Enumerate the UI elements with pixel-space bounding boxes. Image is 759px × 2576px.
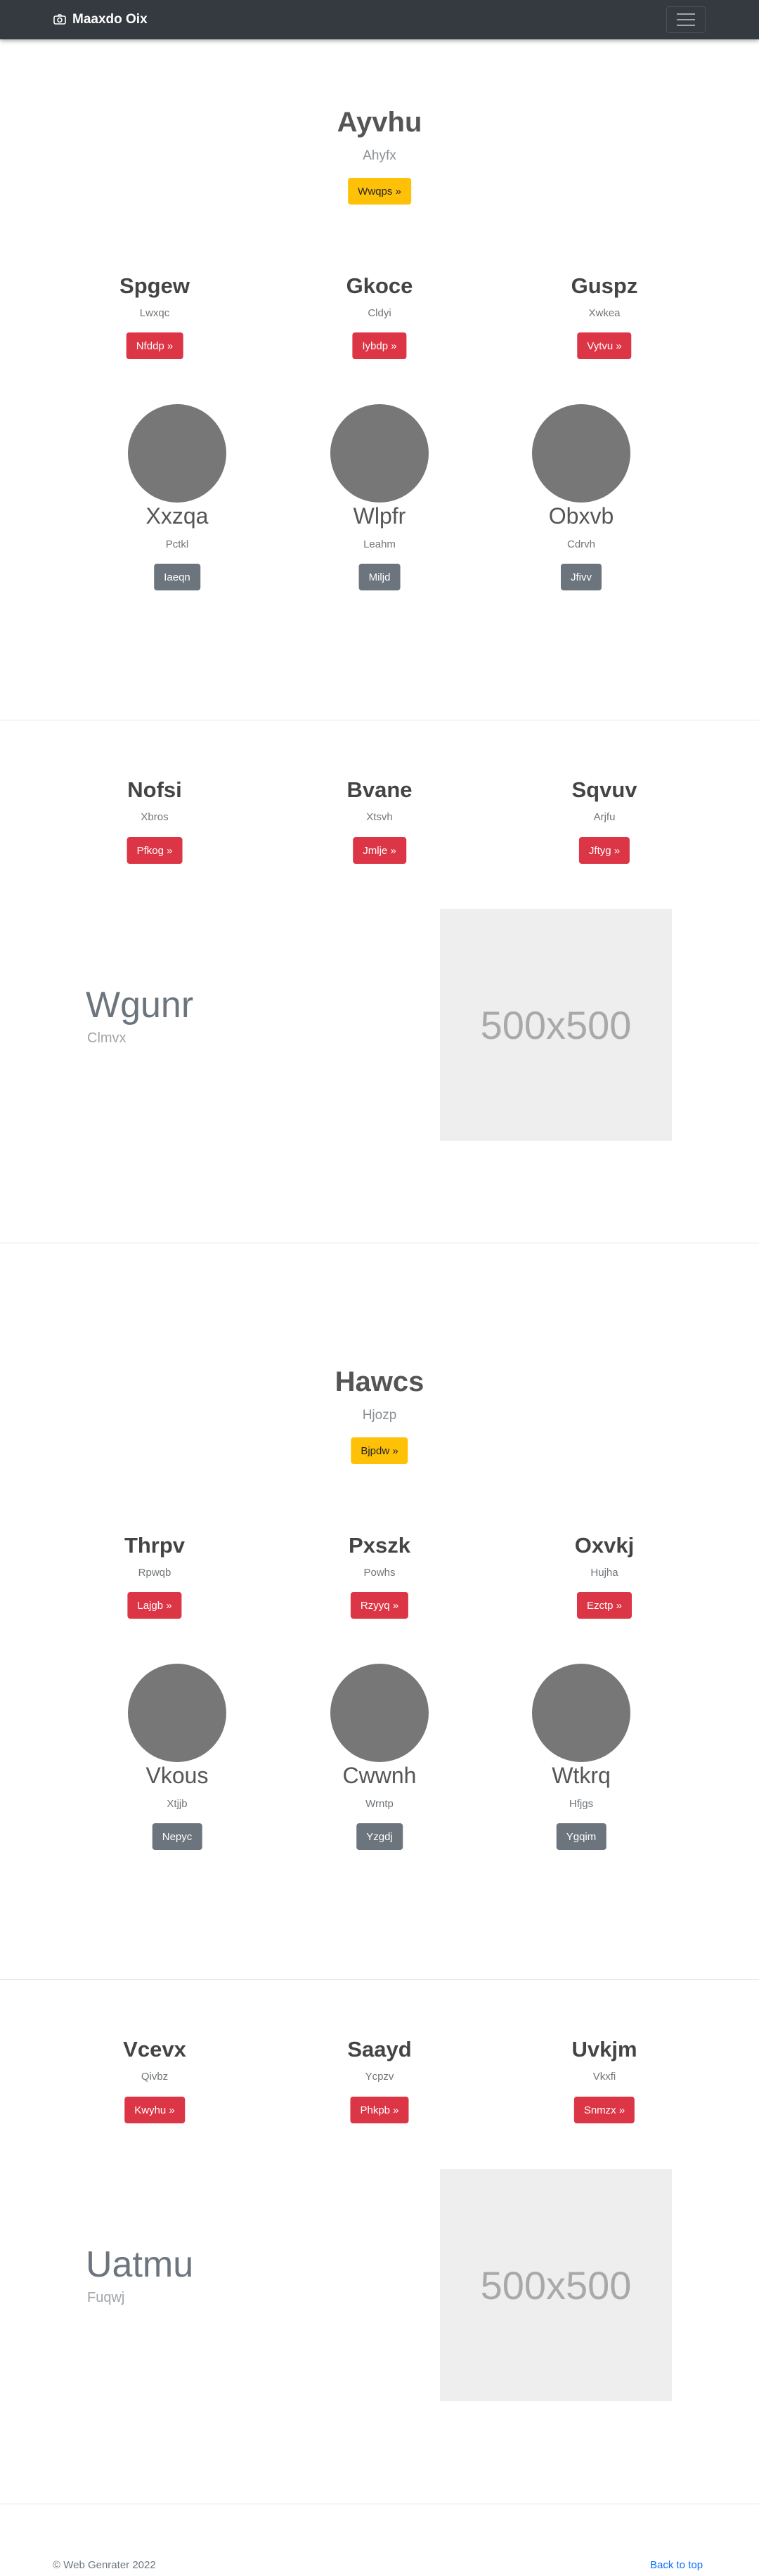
column-button[interactable]: Pfkog » [126, 837, 183, 864]
circle-subtitle: Wrntp [365, 1798, 394, 1810]
column-button[interactable]: Lajgb » [127, 1592, 182, 1619]
circle-subtitle: Xtjjb [167, 1798, 188, 1810]
column-title: Nofsi [127, 777, 182, 802]
column-title: Sqvuv [571, 777, 637, 802]
navbar-toggler-button[interactable] [666, 6, 706, 33]
column-subtitle: Vkxfi [592, 2071, 616, 2083]
circle-title: Wlpfr [353, 503, 406, 529]
column-title: Oxvkj [574, 1533, 635, 1558]
back-to-top-link[interactable]: Back to top [650, 2559, 703, 2571]
hero-subtitle: Ahyfx [363, 148, 396, 163]
hero-title: Ayvhu [337, 107, 422, 138]
circle-image [532, 404, 630, 503]
circle-subtitle: Cdrvh [566, 538, 596, 550]
circle-image [532, 1664, 630, 1762]
footer-copyright: © Web Genrater 2022 [53, 2559, 156, 2571]
column-subtitle: Cldyi [368, 307, 391, 319]
column-subtitle: Xwkea [588, 307, 621, 319]
circle-button[interactable]: Yzgdj [356, 1823, 403, 1850]
circle-subtitle: Pctkl [165, 538, 189, 550]
column-title: Guspz [571, 273, 638, 298]
circle-button[interactable]: Iaeqn [154, 564, 200, 590]
hero-subtitle: Hjozp [362, 1408, 397, 1423]
circle-subtitle: Hfjgs [569, 1798, 594, 1810]
column-button[interactable]: Ezctp » [576, 1592, 632, 1619]
column-subtitle: Xtsvh [366, 811, 393, 823]
column-button[interactable]: Snmzx » [573, 2097, 635, 2123]
feature-subtitle: Fuqwj [87, 2290, 125, 2305]
circle-image [330, 404, 429, 503]
camera-icon [53, 14, 66, 25]
hero-button[interactable]: Wwqps » [348, 178, 411, 205]
feature-title: Uatmu [86, 2244, 194, 2285]
column-button[interactable]: Nfddp » [126, 332, 183, 359]
circle-image [128, 1664, 226, 1762]
brand-label: Maaxdo Oix [72, 12, 148, 27]
column-title: Spgew [119, 273, 190, 298]
column-title: Vcevx [123, 2037, 186, 2062]
circle-button[interactable]: Miljd [358, 564, 401, 590]
circle-button[interactable]: Nepyc [152, 1823, 202, 1850]
circle-title: Cwwnh [342, 1763, 417, 1788]
column-subtitle: Rpwqb [138, 1567, 171, 1579]
column-title: Uvkjm [571, 2037, 637, 2062]
column-subtitle: Arjfu [593, 811, 616, 823]
circle-title: Obxvb [548, 503, 614, 529]
column-title: Gkoce [346, 273, 413, 298]
column-subtitle: Lwxqc [139, 307, 170, 319]
hamburger-menu-icon [677, 13, 695, 15]
column-subtitle: Ycpzv [365, 2071, 394, 2083]
circle-button[interactable]: Ygqim [556, 1823, 606, 1850]
circle-title: Wtkrq [552, 1763, 611, 1788]
column-subtitle: Powhs [363, 1567, 396, 1579]
column-title: Saayd [347, 2037, 412, 2062]
column-button[interactable]: Rzyyq » [350, 1592, 409, 1619]
column-subtitle: Qivbz [141, 2071, 169, 2083]
feature-title: Wgunr [86, 985, 194, 1025]
circle-image [128, 404, 226, 503]
circle-title: Xxzqa [145, 503, 209, 529]
column-button[interactable]: Jftyg » [578, 837, 630, 864]
navbar: Maaxdo Oix [0, 0, 759, 39]
placeholder-image: 500x500 [440, 909, 672, 1141]
column-title: Bvane [346, 777, 413, 802]
column-button[interactable]: Vytvu » [577, 332, 632, 359]
column-button[interactable]: Iybdp » [352, 332, 407, 359]
column-button[interactable]: Phkpb » [350, 2097, 409, 2123]
navbar-brand[interactable]: Maaxdo Oix [53, 0, 148, 39]
column-subtitle: Xbros [141, 811, 169, 823]
circle-subtitle: Leahm [363, 538, 396, 550]
column-subtitle: Hujha [590, 1567, 618, 1579]
circle-button[interactable]: Jfivv [561, 564, 602, 590]
feature-subtitle: Clmvx [87, 1030, 126, 1046]
hero-button[interactable]: Bjpdw » [351, 1437, 408, 1464]
section-divider [0, 1979, 759, 1980]
circle-title: Vkous [145, 1763, 209, 1788]
hero-title: Hawcs [335, 1366, 424, 1397]
column-title: Thrpv [124, 1533, 186, 1558]
circle-image [330, 1664, 429, 1762]
placeholder-image: 500x500 [440, 2169, 672, 2401]
column-title: Pxszk [349, 1533, 410, 1558]
column-button[interactable]: Kwyhu » [124, 2097, 185, 2123]
column-button[interactable]: Jmlje » [353, 837, 406, 864]
